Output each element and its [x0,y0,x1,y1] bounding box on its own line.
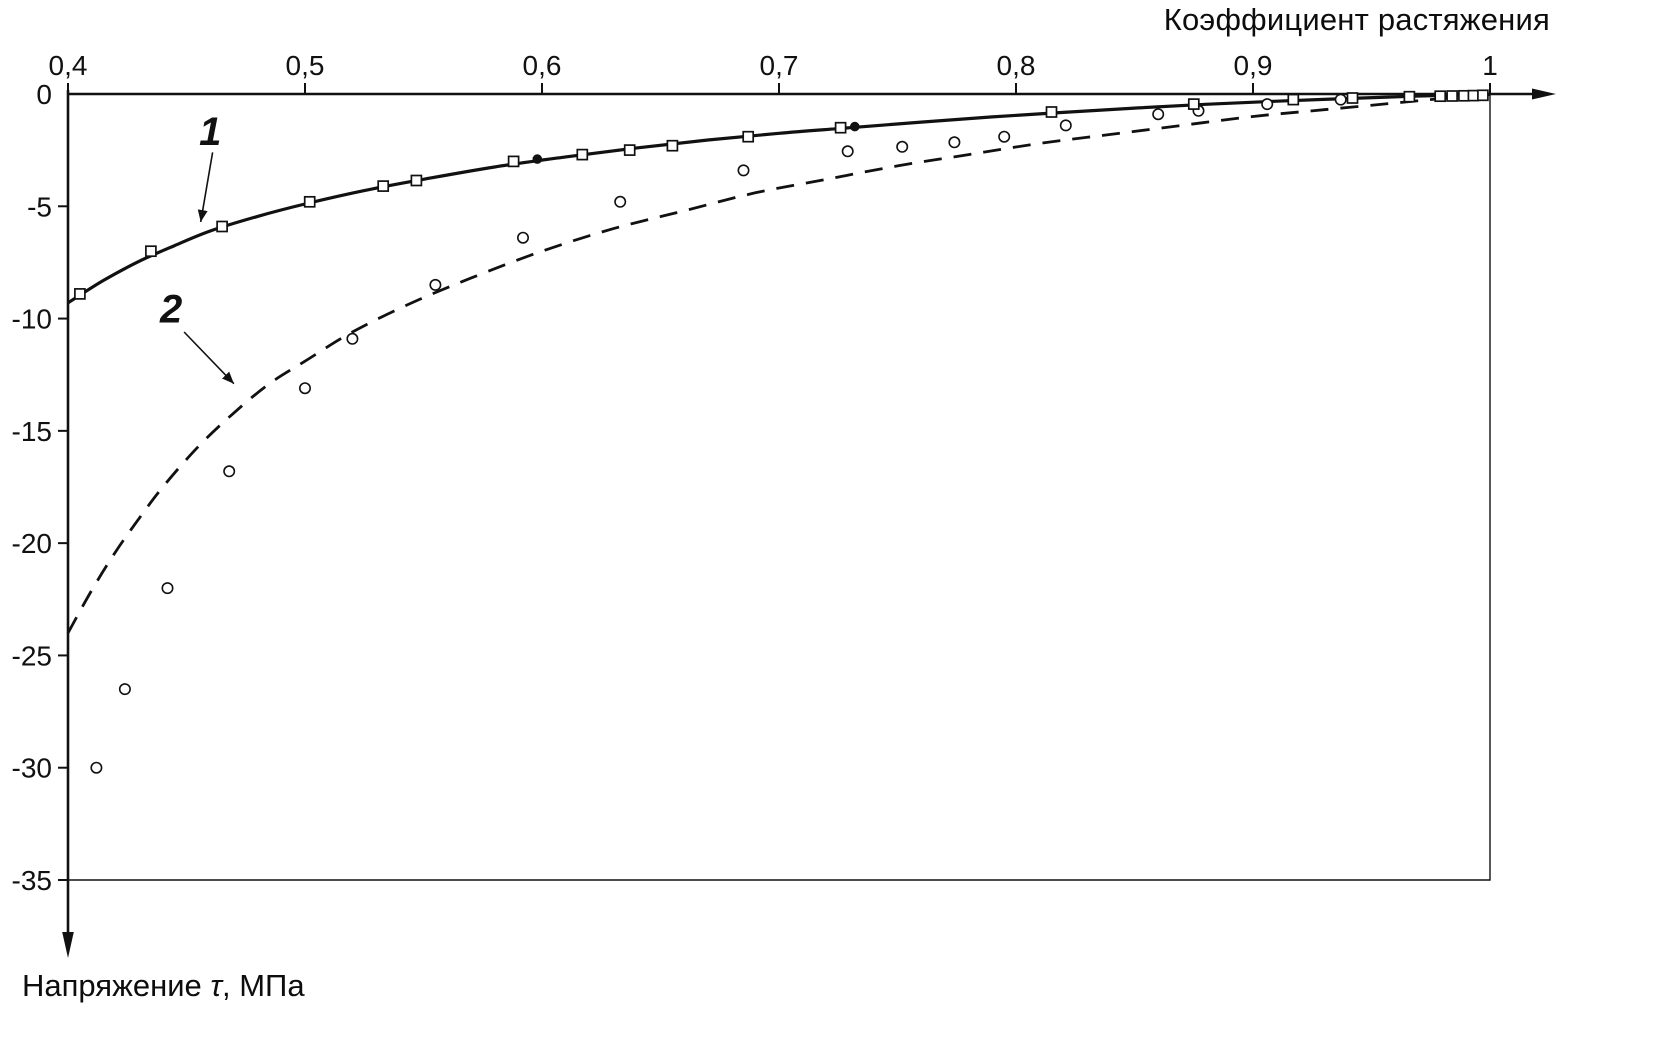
x-tick-label: 0,4 [49,50,88,81]
plot-border [68,94,1491,881]
series-1-filled-marker [850,121,860,132]
y-tick-label: -20 [12,528,52,559]
annotation-2-arrow [183,331,235,385]
series-1-marker [507,155,520,168]
series-1-marker [834,121,847,134]
y-axis-title-prefix: Напряжение [22,968,211,1003]
series-1-filled-marker [532,154,543,164]
y-tick-label: -10 [12,304,52,335]
annotation-1-label: 1 [199,110,221,154]
y-axis-title-symbol: τ [210,968,222,1003]
series-1-marker [1477,89,1489,102]
series-1-marker [74,288,86,300]
y-tick-label: -15 [12,416,52,447]
x-tick-label: 0,8 [997,50,1036,81]
series-2-marker [346,332,359,345]
x-tick-label: 0,6 [523,50,562,81]
x-tick-label: 0,7 [760,50,799,81]
series-1-marker [1403,90,1416,103]
series-1-marker [1446,90,1458,102]
series-1-marker [145,245,157,258]
series-2-marker [841,145,854,158]
series-2-marker [90,761,103,774]
series-2-marker [737,164,750,177]
y-axis-arrow [62,932,74,958]
series-1-marker [1467,89,1480,102]
series-1-marker [216,220,228,233]
y-tick-label: -35 [12,865,52,896]
x-tick-label: 0,9 [1234,50,1273,81]
series-1-marker [1187,98,1200,110]
annotation-1-arrow [197,152,214,223]
y-tick-label: -30 [12,753,52,784]
series-2-marker [1334,93,1347,106]
y-tick-label: -25 [12,640,52,671]
y-tick-label: -5 [27,191,52,222]
series-2-marker [998,130,1011,143]
series-1-marker [576,148,589,161]
series-1-marker [1045,106,1058,118]
series-2-curve [66,93,1491,634]
annotation-2-label: 2 [159,288,182,332]
y-axis-title-suffix: , МПа [221,968,305,1003]
y-axis-title: Напряжение τ, МПа [22,968,305,1004]
series-1-marker [377,180,390,192]
series-1-marker [1287,93,1300,106]
x-tick-label: 0,5 [286,50,325,81]
x-tick-label: 1 [1482,50,1498,81]
series-2-marker [298,382,311,395]
x-axis-arrow [1532,88,1556,100]
series-2-marker [1261,98,1274,111]
series-1-marker [303,195,316,208]
series-2-marker [948,136,961,149]
series-1-marker [666,139,679,152]
series-1-marker [1434,90,1447,103]
series-2-marker [614,195,627,208]
series-2-marker [429,278,442,291]
series-1-marker [410,174,423,187]
series-1-curve [67,92,1491,305]
x-axis-title: Коэффициент растяжения [1163,2,1550,37]
series-2-marker [896,140,909,153]
series-2-marker [1152,108,1165,121]
y-tick-label: 0 [36,79,52,110]
series-2-marker [1059,119,1072,132]
series-1-marker [742,130,755,143]
series-2-marker [516,231,529,244]
series-2-marker [161,582,174,595]
series-1-marker [1458,89,1470,102]
series-1-marker [1346,92,1359,104]
series-1-marker [623,144,636,156]
series-2-marker [118,683,131,696]
series-2-marker [223,465,236,478]
